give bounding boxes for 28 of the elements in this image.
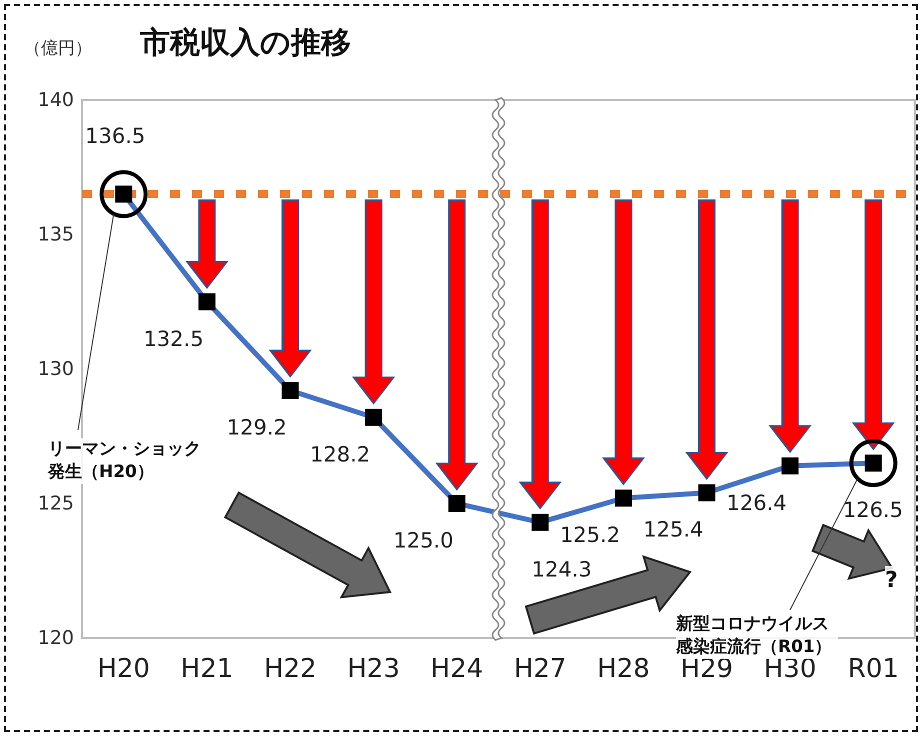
data-label: 124.3 xyxy=(532,557,592,582)
x-tick-label: R01 xyxy=(848,654,899,684)
x-tick-label: H24 xyxy=(430,654,484,684)
data-label: 125.2 xyxy=(560,523,620,548)
x-tick-label: H23 xyxy=(347,654,400,684)
annotation: 新型コロナウイルス感染症流行（R01） xyxy=(676,613,838,659)
x-tick-label: H21 xyxy=(180,654,234,684)
y-tick-label: 125 xyxy=(38,492,74,514)
annotation: ? xyxy=(885,566,915,596)
x-tick-label: H27 xyxy=(514,654,566,684)
data-label: 125.4 xyxy=(643,518,704,542)
x-tick-label: H22 xyxy=(264,654,317,684)
data-label: 126.4 xyxy=(726,490,787,515)
data-label: 129.2 xyxy=(226,416,287,440)
annotation: リーマン・ショック発生（H20） xyxy=(48,438,216,484)
y-tick-label: 135 xyxy=(38,224,74,246)
data-label: 128.2 xyxy=(310,442,370,466)
x-tick-label: H20 xyxy=(97,654,150,684)
data-label: 125.0 xyxy=(393,528,454,552)
data-label: 126.5 xyxy=(842,498,903,522)
y-tick-label: 130 xyxy=(38,358,74,380)
y-tick-label: 140 xyxy=(38,89,74,111)
data-label: 136.5 xyxy=(85,124,146,148)
y-tick-label: 120 xyxy=(38,627,74,649)
chart-title: 市税収入の推移 xyxy=(139,26,351,60)
y-axis-title: （億円） xyxy=(24,38,92,58)
data-label: 132.5 xyxy=(143,326,204,351)
x-tick-label: H28 xyxy=(597,654,650,684)
